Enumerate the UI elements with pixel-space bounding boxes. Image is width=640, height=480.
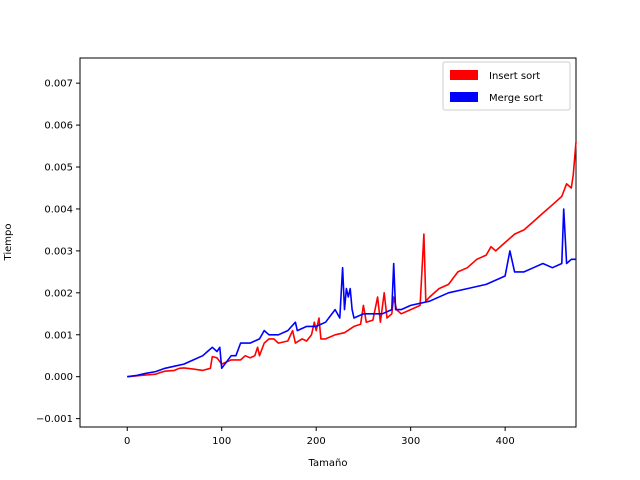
- x-tick-label: 400: [496, 436, 515, 447]
- y-tick-label: 0.006: [44, 121, 73, 132]
- legend: Insert sort Merge sort: [442, 61, 571, 111]
- x-axis-label: Tamaño: [308, 458, 348, 469]
- y-tick-label: 0.007: [44, 79, 73, 90]
- series-line-merge-sort: [127, 208, 576, 378]
- axes-frame: [79, 57, 577, 428]
- y-tick-label: 0.002: [44, 288, 73, 299]
- legend-label-insert-sort: Insert sort: [489, 71, 540, 82]
- y-tick-label: 0.005: [44, 163, 73, 174]
- series-layer: [127, 141, 577, 378]
- plot-area: 0 100 200 300 400 −0.001 0.000 0.001 0.002 0.003…: [36, 57, 577, 447]
- x-tick-label: 100: [212, 436, 231, 447]
- legend-label-merge-sort: Merge sort: [489, 93, 543, 104]
- y-tick-label: 0.000: [44, 372, 73, 383]
- legend-swatch-insert-sort: [450, 70, 478, 80]
- x-axis-ticks: 0 100 200 300 400: [124, 427, 515, 447]
- y-tick-label: 0.004: [44, 204, 73, 215]
- y-axis-label: Tiempo: [3, 224, 14, 262]
- x-tick-label: 0: [124, 436, 130, 447]
- y-tick-label: 0.001: [44, 330, 73, 341]
- y-axis-ticks: −0.001 0.000 0.001 0.002 0.003 0.004 0.005 0.00…: [36, 79, 80, 425]
- y-tick-label: 0.003: [44, 246, 73, 257]
- series-line-insert-sort: [127, 141, 577, 378]
- legend-swatch-merge-sort: [450, 92, 478, 102]
- y-tick-label: −0.001: [36, 414, 73, 425]
- x-tick-label: 200: [307, 436, 326, 447]
- x-tick-label: 300: [401, 436, 420, 447]
